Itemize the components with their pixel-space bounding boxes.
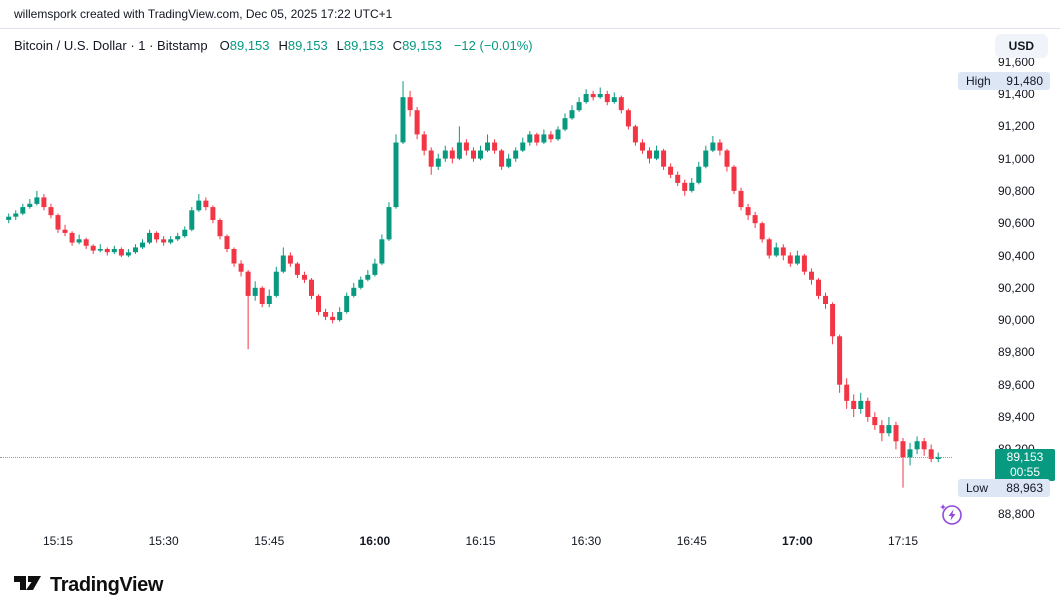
price-tick: 90,200 bbox=[998, 280, 1035, 295]
last-price-badge: 89,153 00:55 bbox=[995, 448, 1055, 481]
low-value: 88,963 bbox=[1006, 480, 1043, 495]
time-tick: 16:15 bbox=[465, 534, 496, 548]
time-tick: 16:45 bbox=[676, 534, 707, 548]
high-label: High bbox=[966, 74, 991, 89]
currency-toggle-button[interactable]: USD bbox=[994, 34, 1048, 58]
price-tick: 91,200 bbox=[998, 119, 1035, 134]
chart-widget: Bitcoin / U.S. Dollar · 1 · Bitstamp O89… bbox=[0, 28, 1060, 558]
time-tick: 17:00 bbox=[782, 534, 813, 548]
bar-countdown: 00:55 bbox=[1009, 464, 1041, 479]
high-value: 91,480 bbox=[1006, 74, 1043, 89]
price-tick: 90,600 bbox=[998, 216, 1035, 231]
low-label: Low bbox=[966, 480, 989, 495]
time-tick: 16:00 bbox=[359, 534, 391, 548]
price-tick: 89,400 bbox=[998, 410, 1035, 424]
tradingview-wordmark[interactable]: TradingView bbox=[50, 573, 164, 596]
price-tick: 89,600 bbox=[998, 377, 1035, 392]
last-price-value: 89,153 bbox=[1006, 449, 1044, 464]
attribution-text: willemspork created with TradingView.com… bbox=[14, 7, 393, 21]
price-tick: 89,800 bbox=[998, 345, 1035, 360]
time-scale[interactable]: 15:15 15:30 15:45 16:00 16:15 16:30 16:45 17:00… bbox=[0, 528, 955, 558]
ohlc-c: C89,153 bbox=[392, 38, 442, 53]
time-tick: 15:45 bbox=[254, 534, 285, 548]
low-price-badge: Low 88,963 bbox=[958, 478, 1050, 497]
ohlc-h: H89,153 bbox=[278, 38, 328, 53]
chart-legend: Bitcoin / U.S. Dollar · 1 · Bitstamp O89… bbox=[14, 38, 533, 53]
ohlc-values: O89,153 H89,153 L89,153 C89,153 bbox=[220, 38, 442, 53]
price-tick: 91,600 bbox=[998, 54, 1035, 69]
time-tick: 15:15 bbox=[42, 534, 74, 548]
time-tick: 16:30 bbox=[571, 534, 602, 548]
time-tick: 15:30 bbox=[148, 534, 179, 548]
high-price-badge: High 91,480 bbox=[958, 72, 1050, 91]
ohlc-l: L89,153 bbox=[336, 38, 384, 53]
price-tick: 88,800 bbox=[998, 506, 1035, 521]
tradingview-logo-icon[interactable] bbox=[13, 571, 43, 600]
flash-icon[interactable] bbox=[938, 501, 964, 527]
symbol-title[interactable]: Bitcoin / U.S. Dollar · 1 · Bitstamp bbox=[14, 38, 208, 53]
price-tick: 91,400 bbox=[998, 87, 1035, 101]
footer: TradingView bbox=[0, 558, 1060, 612]
price-tick: 90,800 bbox=[998, 183, 1035, 198]
time-tick: 17:15 bbox=[887, 534, 919, 548]
price-tick: 91,000 bbox=[998, 151, 1035, 166]
price-tick: 90,400 bbox=[998, 248, 1035, 263]
candlestick-plot[interactable] bbox=[0, 29, 958, 559]
price-scale[interactable]: High 91,480 89,153 00:55 Low 88,963 91,6… bbox=[958, 29, 1060, 529]
last-price-line bbox=[0, 456, 952, 458]
price-tick: 90,000 bbox=[998, 313, 1035, 328]
change-value: −12 (−0.01%) bbox=[453, 38, 533, 53]
ohlc-o: O89,153 bbox=[219, 38, 270, 53]
